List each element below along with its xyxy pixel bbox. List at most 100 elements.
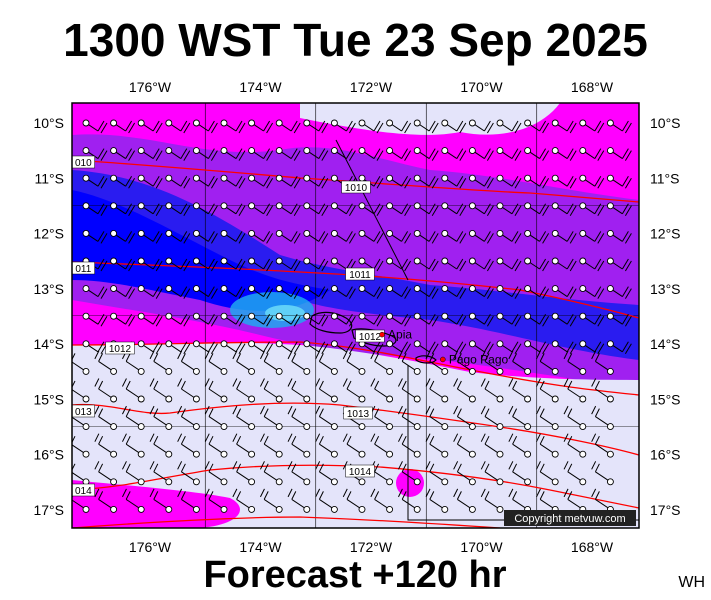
wind-barb bbox=[165, 312, 191, 327]
wind-barb bbox=[232, 488, 256, 513]
wind-barb bbox=[386, 202, 412, 217]
wind-barb bbox=[342, 433, 366, 458]
region-code: WH bbox=[678, 574, 705, 591]
wind-barb bbox=[137, 147, 163, 161]
wind-barb bbox=[524, 257, 550, 272]
eez-boundary bbox=[335, 139, 409, 281]
wind-barb bbox=[413, 174, 439, 189]
wind-barb bbox=[137, 312, 163, 327]
wind-barb bbox=[524, 147, 550, 161]
wind-barb bbox=[606, 285, 632, 299]
wind-barb bbox=[287, 405, 311, 431]
wind-barb bbox=[110, 202, 136, 217]
wind-barb bbox=[370, 433, 394, 458]
wind-barb bbox=[275, 174, 301, 189]
wind-barb bbox=[248, 202, 274, 217]
wind-barb bbox=[591, 433, 614, 458]
wind-barb bbox=[606, 257, 632, 272]
isobar-lines bbox=[72, 159, 639, 528]
wind-barb bbox=[232, 378, 256, 403]
wind-barb bbox=[441, 257, 467, 272]
wind-barb bbox=[591, 350, 614, 375]
wind-barb bbox=[524, 174, 550, 189]
wind-barb bbox=[468, 312, 494, 327]
wind-barb bbox=[468, 119, 494, 134]
wind-barb bbox=[453, 405, 476, 431]
place-apia: Apia bbox=[379, 328, 412, 342]
lat-label-right: 13°S bbox=[650, 281, 681, 297]
wind-barb bbox=[524, 119, 550, 134]
wind-barb bbox=[165, 257, 191, 272]
lat-label-left: 16°S bbox=[33, 447, 64, 463]
lon-label-top: 170°W bbox=[460, 79, 503, 95]
isobar-edge-label-text: 014 bbox=[75, 486, 92, 497]
wind-barb bbox=[204, 433, 228, 458]
wind-barb bbox=[94, 488, 118, 513]
wind-barb bbox=[248, 312, 274, 327]
wind-barb bbox=[370, 350, 394, 375]
lat-label-left: 13°S bbox=[33, 281, 64, 297]
wind-barb bbox=[248, 119, 274, 134]
wind-barb bbox=[315, 461, 338, 486]
wind-barb bbox=[551, 229, 577, 244]
isobar-label-text: 1010 bbox=[345, 183, 368, 194]
wind-barb bbox=[453, 488, 476, 513]
savaii-coast bbox=[309, 311, 353, 334]
wind-barb bbox=[551, 202, 577, 217]
lat-label-right: 16°S bbox=[650, 447, 681, 463]
wind-barb bbox=[303, 119, 329, 134]
wind-barb bbox=[232, 405, 256, 431]
wind-barb bbox=[358, 285, 384, 299]
axis-labels: 176°W 176°W 174°W 174°W 172°W 172°W 170°W 170°W… bbox=[33, 79, 680, 555]
isobar-label: 1011 bbox=[345, 267, 375, 281]
wind-barb bbox=[468, 174, 494, 189]
wind-barb bbox=[287, 433, 311, 458]
wind-barb bbox=[342, 350, 366, 375]
copyright-text: Copyright metvuw.com bbox=[514, 513, 625, 525]
wind-barb bbox=[149, 461, 173, 486]
wind-barb bbox=[204, 378, 228, 403]
wind-barb bbox=[579, 312, 605, 327]
wind-barb bbox=[192, 229, 218, 244]
wind-barb bbox=[480, 461, 504, 486]
lat-label-left: 17°S bbox=[33, 502, 64, 518]
wind-barb bbox=[165, 202, 191, 217]
wind-barb bbox=[480, 405, 504, 431]
wind-barb bbox=[579, 174, 605, 189]
lat-label-left: 11°S bbox=[35, 170, 64, 186]
wind-barb bbox=[165, 285, 191, 299]
wind-barb bbox=[606, 174, 632, 189]
wind-barb bbox=[275, 147, 301, 161]
wind-barb bbox=[260, 461, 283, 486]
wind-barb bbox=[386, 229, 412, 244]
wind-barb bbox=[606, 229, 632, 244]
wind-barb bbox=[386, 312, 412, 327]
wind-barb bbox=[398, 378, 421, 403]
wind-barb bbox=[606, 202, 632, 217]
wind-barb bbox=[287, 461, 311, 486]
wind-barb bbox=[315, 433, 338, 458]
place-label: Apia bbox=[388, 328, 412, 342]
wind-barb bbox=[275, 312, 301, 327]
place-label: Pago Pago bbox=[449, 352, 509, 366]
wind-barb bbox=[524, 312, 550, 327]
wind-barb bbox=[496, 202, 522, 217]
wind-barb bbox=[468, 257, 494, 272]
wind-barb bbox=[165, 340, 191, 355]
wind-barb bbox=[315, 405, 338, 431]
wind-barb bbox=[220, 202, 246, 217]
lat-label-right: 11°S bbox=[650, 170, 679, 186]
wind-barb bbox=[536, 405, 559, 431]
wind-barb bbox=[137, 340, 163, 355]
place-dot bbox=[440, 356, 446, 363]
wind-barb bbox=[398, 350, 421, 375]
isobar-edge-label-text: 1012 bbox=[109, 344, 132, 355]
wind-barb bbox=[248, 340, 274, 355]
wind-barb bbox=[110, 312, 136, 327]
wind-barb bbox=[137, 257, 163, 272]
wind-barb bbox=[192, 340, 218, 355]
wind-barb bbox=[303, 340, 329, 355]
wind-barb bbox=[165, 174, 191, 189]
wind-barb bbox=[287, 488, 311, 513]
wind-barb bbox=[524, 229, 550, 244]
